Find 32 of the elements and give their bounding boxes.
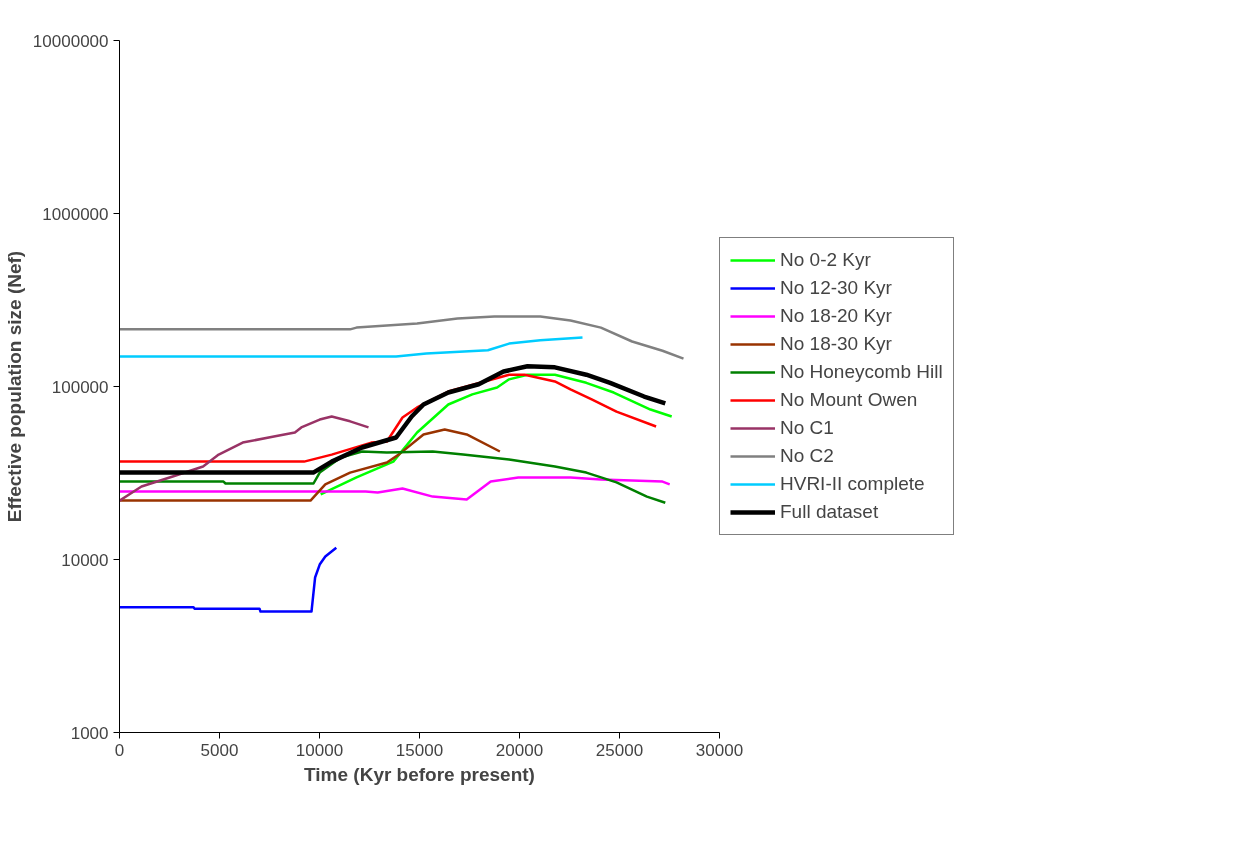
legend-label: No Mount Owen	[780, 388, 918, 412]
x-tick-label: 5000	[200, 740, 239, 760]
y-tick-label: 10000	[61, 550, 109, 570]
legend-label: No 18-30 Kyr	[780, 332, 892, 356]
y-tick-label: 100000	[51, 377, 109, 397]
legend-label: No Honeycomb Hill	[780, 360, 943, 384]
legend-label: No 18-20 Kyr	[780, 304, 892, 328]
line-series	[119, 546, 338, 613]
y-axis-title: Effective population size (Nef)	[3, 250, 25, 523]
legend-label: HVRI-II complete	[780, 472, 925, 496]
x-tick-label: 30000	[695, 740, 744, 760]
legend-label: No C1	[780, 416, 834, 440]
line-series	[119, 476, 671, 501]
x-tick-label: 25000	[595, 740, 644, 760]
line-series	[119, 336, 584, 358]
line-series	[319, 373, 673, 496]
y-tick-label: 1000	[70, 723, 109, 743]
line-series	[119, 450, 667, 504]
x-tick-label: 0	[114, 740, 125, 760]
legend-label: Full dataset	[780, 500, 879, 524]
line-series	[119, 315, 685, 360]
x-axis-title: Time (Kyr before present)	[304, 763, 535, 785]
y-tick-label: 10000000	[32, 31, 109, 51]
legend-label: No 12-30 Kyr	[780, 276, 892, 300]
legend-label: No C2	[780, 444, 834, 468]
line-series	[119, 428, 502, 502]
legend-label: No 0-2 Kyr	[780, 248, 871, 272]
line-series	[119, 415, 370, 502]
x-tick-label: 20000	[495, 740, 544, 760]
y-tick-label: 1000000	[42, 204, 109, 224]
x-tick-label: 15000	[395, 740, 444, 760]
x-tick-label: 10000	[295, 740, 344, 760]
